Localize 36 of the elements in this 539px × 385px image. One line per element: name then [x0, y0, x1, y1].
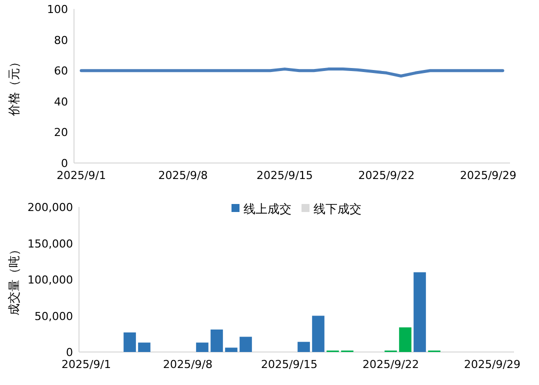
- y-tick-label: 60: [54, 64, 68, 78]
- bar: [138, 342, 150, 352]
- y-tick-label: 100,000: [28, 274, 73, 286]
- legend-label: 线下成交: [314, 202, 362, 216]
- y-tick-label: 150,000: [28, 237, 73, 250]
- line-series: [80, 68, 504, 78]
- x-tick-label: 2025/9/1: [56, 169, 106, 182]
- y-axis-title: 成交量（吨）: [7, 244, 21, 316]
- bar: [298, 342, 310, 352]
- y-tick-label: 100: [47, 3, 68, 16]
- y-tick-label: 200,000: [28, 201, 73, 214]
- x-tick-label: 2025/9/15: [261, 358, 318, 371]
- bar: [225, 348, 238, 352]
- x-tick-label: 2025/9/29: [460, 169, 516, 182]
- x-tick-label: 2025/9/8: [163, 358, 212, 371]
- bar: [210, 330, 223, 352]
- y-axis-title: 价格（元）: [7, 56, 21, 117]
- bar: [196, 342, 208, 352]
- x-tick-label: 2025/9/22: [358, 169, 415, 182]
- y-tick-label: 0: [61, 157, 68, 170]
- x-tick-label: 2025/9/1: [62, 358, 111, 371]
- y-tick-label: 20: [54, 126, 68, 140]
- bar: [124, 332, 136, 352]
- legend-label: 线上成交: [244, 202, 292, 216]
- x-tick-label: 2025/9/29: [464, 358, 520, 371]
- y-tick-label: 40: [54, 95, 68, 108]
- bar: [312, 316, 324, 352]
- x-tick-label: 2025/9/8: [158, 169, 208, 182]
- bar: [414, 272, 426, 352]
- bar: [240, 336, 252, 352]
- bar: [399, 327, 412, 352]
- y-tick-label: 50,000: [34, 310, 73, 323]
- y-tick-label: 0: [66, 346, 73, 359]
- x-tick-label: 2025/9/22: [362, 358, 419, 371]
- x-tick-label: 2025/9/15: [256, 169, 313, 182]
- y-tick-label: 80: [54, 34, 68, 47]
